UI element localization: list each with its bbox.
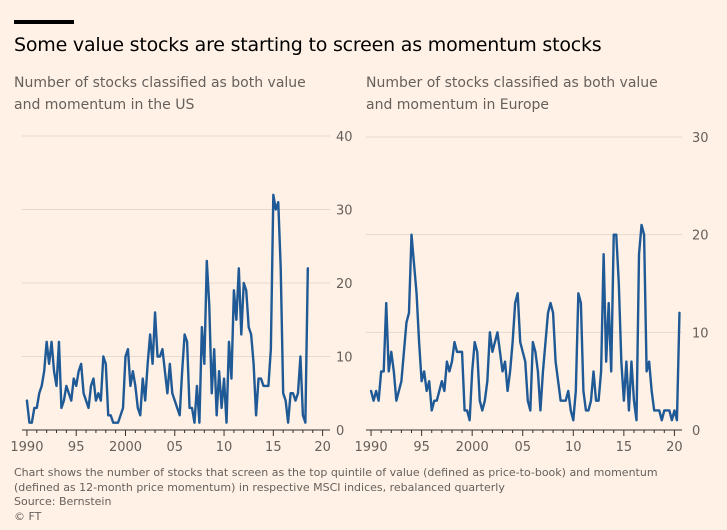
source-note: Source: Bernstein: [14, 495, 112, 508]
footnote-line-2: (defined as 12-month price momentum) in …: [14, 480, 505, 494]
europe-chart-title: Number of stocks classified as both valu…: [366, 75, 658, 113]
eu-y-tick-label: 0: [692, 424, 700, 439]
eu-x-tick-label: 05: [514, 440, 531, 455]
eu-x-tick-label: 20: [666, 440, 683, 455]
eu-x-tick-label: 10: [565, 440, 582, 455]
us-series-line: [25, 193, 310, 424]
ft-top-bar: [14, 20, 74, 24]
eu-y-tick-label: 30: [692, 131, 709, 146]
us-x-tick-label: 15: [265, 440, 282, 455]
us-x-tick-label: 10: [216, 440, 233, 455]
eu-series-line: [369, 223, 681, 422]
footnote-line-1: Chart shows the number of stocks that sc…: [14, 466, 658, 479]
eu-y-tick-label: 10: [692, 326, 709, 341]
us-y-tick-label: 0: [336, 424, 344, 439]
footer: Chart shows the number of stocks that sc…: [14, 466, 714, 524]
eu-x-tick-label: 95: [413, 440, 430, 455]
us-y-tick-label: 40: [336, 130, 353, 145]
us-x-tick-label: 20: [314, 440, 331, 455]
us-x-tick-label: 1990: [10, 440, 43, 455]
us-y-tick-label: 10: [336, 351, 353, 366]
us-x-tick-label: 2000: [109, 440, 142, 455]
page-title: Some value stocks are starting to screen…: [14, 34, 602, 56]
us-x-tick-label: 95: [68, 440, 85, 455]
eu-x-tick-label: 15: [616, 440, 633, 455]
ft-credit: © FT: [14, 509, 42, 523]
us-chart-title: Number of stocks classified as both valu…: [14, 75, 306, 113]
us-y-tick-label: 20: [336, 277, 353, 292]
eu-x-tick-label: 1990: [355, 440, 388, 455]
us-y-tick-label: 30: [336, 204, 353, 219]
eu-x-tick-label: 2000: [456, 440, 489, 455]
eu-y-tick-label: 20: [692, 229, 709, 244]
us-x-tick-label: 05: [166, 440, 183, 455]
